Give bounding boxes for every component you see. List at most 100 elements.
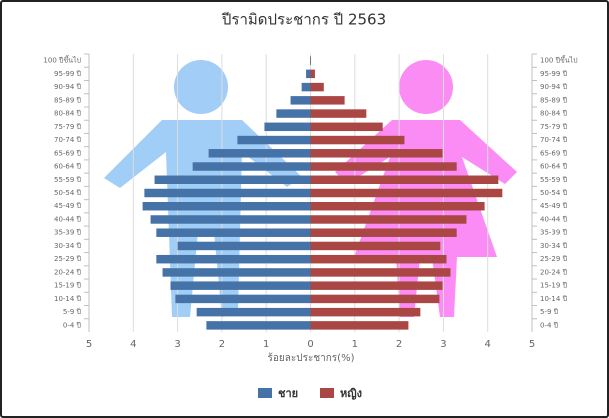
bar (310, 307, 421, 317)
bar (276, 109, 311, 118)
x-tick-label: 3 (440, 339, 446, 350)
bar (310, 294, 440, 304)
bar (310, 215, 467, 224)
x-tick-label: 4 (130, 339, 136, 350)
y-tick-label: 80-84 ปี (540, 110, 568, 118)
y-tick-label: 95-99 ปี (54, 70, 82, 78)
bar (310, 202, 485, 211)
bar (177, 241, 311, 251)
bar (310, 188, 503, 198)
y-tick-label: 90-94 ปี (54, 83, 82, 91)
x-axis-label: ร้อยละประชากร(%) (268, 352, 355, 364)
bar (301, 82, 311, 92)
bar (310, 162, 457, 171)
bar (156, 228, 311, 237)
y-tick-label: 10-14 ปี (54, 295, 82, 303)
y-tick-label: 85-89 ปี (540, 96, 568, 104)
x-tick-label: 2 (396, 339, 402, 350)
y-tick-label: 75-79 ปี (54, 123, 82, 131)
y-tick-label: 50-54 ปี (54, 189, 82, 197)
legend-swatch (320, 388, 334, 398)
bar (310, 109, 367, 118)
bar (310, 69, 315, 79)
bar (208, 149, 311, 158)
y-tick-label: 75-79 ปี (540, 123, 568, 131)
y-tick-label: 0-4 ปี (540, 321, 559, 329)
y-tick-label: 35-39 ปี (540, 229, 568, 237)
y-tick-label: 30-34 ปี (54, 242, 82, 250)
y-tick-label: 60-64 ปี (54, 163, 82, 171)
bar (310, 241, 441, 251)
y-tick-label: 10-14 ปี (540, 295, 568, 303)
bar (310, 149, 443, 158)
bar (237, 135, 311, 145)
y-tick-label: 45-49 ปี (540, 202, 568, 210)
y-tick-label: 30-34 ปี (540, 242, 568, 250)
y-tick-label: 55-59 ปี (540, 176, 568, 184)
bar (206, 321, 311, 330)
y-tick-label: 20-24 ปี (54, 268, 82, 276)
y-tick-label: 95-99 ปี (540, 70, 568, 78)
bar (175, 294, 311, 304)
x-tick-label: 1 (263, 339, 269, 350)
bar (162, 268, 311, 277)
y-tick-label: 40-44 ปี (54, 215, 82, 223)
legend-swatch (258, 388, 272, 398)
male-head (174, 60, 228, 114)
x-tick-label: 4 (485, 339, 491, 350)
y-tick-label: 90-94 ปี (540, 83, 568, 91)
x-tick-label: 2 (219, 339, 225, 350)
bar (310, 268, 451, 277)
bar (144, 188, 311, 198)
bar (310, 82, 324, 92)
chart-title: ปีรามิดประชากร ปี 2563 (221, 11, 386, 29)
bar (156, 254, 311, 264)
bar (310, 228, 457, 237)
bar (310, 321, 409, 330)
y-tick-label: 80-84 ปี (54, 110, 82, 118)
y-tick-label: 15-19 ปี (54, 282, 82, 290)
bar (192, 162, 311, 171)
bar (290, 96, 311, 105)
y-tick-label: 5-9 ปี (63, 308, 82, 316)
y-tick-label: 15-19 ปี (540, 282, 568, 290)
y-tick-label: 0-4 ปี (63, 321, 82, 329)
bar (310, 135, 405, 145)
bar (264, 122, 311, 132)
x-tick-label: 3 (174, 339, 180, 350)
y-tick-label: 70-74 ปี (54, 136, 82, 144)
x-tick-label: 5 (86, 339, 92, 350)
y-tick-label: 5-9 ปี (540, 308, 559, 316)
y-tick-label: 70-74 ปี (540, 136, 568, 144)
y-tick-label: 35-39 ปี (54, 229, 82, 237)
bar (310, 281, 443, 290)
y-tick-label: 85-89 ปี (54, 96, 82, 104)
bar (196, 307, 311, 317)
y-tick-label: 20-24 ปี (540, 268, 568, 276)
bar (170, 281, 311, 290)
bar (310, 122, 383, 132)
bar (310, 175, 499, 184)
bar (310, 254, 447, 264)
y-tick-label: 60-64 ปี (540, 163, 568, 171)
bar (150, 215, 311, 224)
y-tick-label: 25-29 ปี (540, 255, 568, 263)
y-tick-label: 65-69 ปี (540, 149, 568, 157)
legend-label: หญิง (340, 387, 362, 400)
x-tick-label: 0 (307, 339, 313, 350)
y-tick-label: 100 ปีขึ้นไป (43, 54, 81, 65)
y-tick-label: 50-54 ปี (540, 189, 568, 197)
y-tick-label: 100 ปีขึ้นไป (540, 54, 578, 65)
bar (310, 96, 345, 105)
legend-label: ชาย (278, 387, 298, 400)
y-tick-label: 40-44 ปี (540, 215, 568, 223)
x-tick-label: 5 (529, 339, 535, 350)
y-tick-label: 55-59 ปี (54, 176, 82, 184)
x-tick-label: 1 (352, 339, 358, 350)
bar (306, 69, 311, 79)
bar (154, 175, 311, 184)
y-tick-label: 25-29 ปี (54, 255, 82, 263)
bar (142, 202, 311, 211)
